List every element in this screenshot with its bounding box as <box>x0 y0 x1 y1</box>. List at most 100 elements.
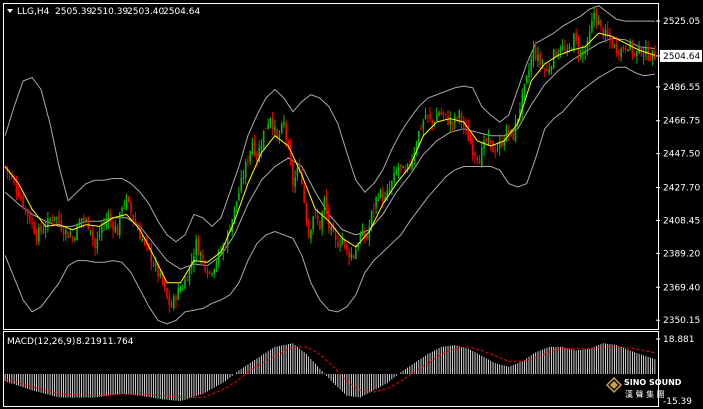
candle-body <box>307 224 310 237</box>
collapse-triangle-icon[interactable] <box>7 9 13 13</box>
candle-body <box>247 160 249 162</box>
close-value: 2504.64 <box>163 7 200 17</box>
candle-body <box>649 58 652 61</box>
candle-body <box>346 244 348 251</box>
candle-body <box>195 239 198 255</box>
low-value: 2503.40 <box>127 7 164 17</box>
logo-mark-icon <box>605 376 623 394</box>
macd-plot <box>4 343 656 402</box>
candle-body <box>296 168 299 176</box>
candle-body <box>325 196 328 213</box>
candle-body <box>620 49 622 57</box>
candle-body <box>440 111 443 115</box>
axis-tick-label: 2408.45 <box>663 216 700 226</box>
candle-body <box>321 211 323 229</box>
candle-body <box>123 204 126 206</box>
candle-body <box>627 49 629 52</box>
candle-body <box>487 137 490 141</box>
candle-body <box>56 217 58 219</box>
candle-body <box>555 51 557 58</box>
candle-body <box>431 120 434 124</box>
candle-body <box>600 19 602 27</box>
open-value: 2505.39 <box>55 7 92 17</box>
candle-body <box>645 47 647 55</box>
current-price-label: 2504.64 <box>663 52 700 62</box>
price-panel-frame <box>3 3 659 330</box>
candle-body <box>343 240 346 243</box>
candle-body <box>22 196 24 208</box>
candle-body <box>163 280 166 288</box>
candle-body <box>622 46 625 51</box>
candle-body <box>395 170 398 175</box>
candle-body <box>436 115 438 121</box>
candle-body <box>386 190 389 198</box>
candle-body <box>292 163 294 186</box>
candle-body <box>193 256 195 264</box>
candle-body <box>575 32 577 41</box>
candle-body <box>642 55 645 57</box>
candle-body <box>550 66 553 71</box>
candle-body <box>253 139 256 156</box>
candle-body <box>98 234 101 237</box>
candle-body <box>530 58 533 72</box>
candle-body <box>139 229 141 240</box>
candle-body <box>557 53 559 56</box>
candle-body <box>397 166 400 172</box>
candle-body <box>267 124 269 129</box>
candle-body <box>597 21 600 25</box>
candle-body <box>636 51 638 57</box>
candle-body <box>74 238 76 240</box>
candle-body <box>89 230 92 232</box>
candle-body <box>359 233 362 244</box>
candle-body <box>341 238 344 245</box>
candle-body <box>647 47 649 61</box>
logo-chinese-text: 漢 聲 集 團 <box>625 389 665 399</box>
candle-body <box>366 236 368 240</box>
candle-body <box>393 172 395 182</box>
candle-body <box>269 118 272 125</box>
candle-body <box>314 214 317 216</box>
candle-body <box>334 233 337 241</box>
candle-body <box>377 197 380 199</box>
candle-body <box>179 289 182 291</box>
high-value: 2510.39 <box>91 7 128 17</box>
candle-body <box>561 47 564 49</box>
candle-body <box>294 177 296 187</box>
macd-axis-max-label: 18.881 <box>663 335 695 345</box>
candle-body <box>618 51 620 55</box>
candle-body <box>274 126 276 131</box>
candle-body <box>532 47 535 61</box>
candle-body <box>305 204 308 223</box>
candle-body <box>47 218 49 228</box>
candle-body <box>402 166 404 169</box>
candle-body <box>49 219 51 221</box>
candle-body <box>415 144 418 154</box>
candle-body <box>78 221 81 227</box>
candle-body <box>105 221 108 226</box>
candle-body <box>65 230 67 234</box>
candle-body <box>388 188 391 193</box>
candle-body <box>496 148 499 151</box>
candle-body <box>62 232 65 236</box>
axis-tick-label: 2350.15 <box>663 316 700 326</box>
price-axis: 2525.05 2504.64 2486.55 2466.75 2447.50 2427.… <box>656 17 702 407</box>
candle-body <box>382 191 384 203</box>
candle-body <box>467 128 470 142</box>
candle-body <box>181 289 184 291</box>
candle-body <box>287 142 290 148</box>
candle-body <box>438 112 440 116</box>
macd-panel-frame <box>3 331 659 407</box>
candle-body <box>289 144 292 165</box>
candle-body <box>271 117 274 130</box>
candle-body <box>501 141 503 147</box>
candle-body <box>391 181 393 189</box>
candle-body <box>204 260 207 271</box>
axis-tick-label: 2486.55 <box>663 83 700 93</box>
candle-body <box>573 33 575 51</box>
candle-body <box>418 130 420 146</box>
candle-body <box>76 224 78 241</box>
candle-body <box>400 164 402 167</box>
candle-body <box>615 43 618 54</box>
candle-body <box>283 121 285 125</box>
candle-body <box>654 51 656 60</box>
